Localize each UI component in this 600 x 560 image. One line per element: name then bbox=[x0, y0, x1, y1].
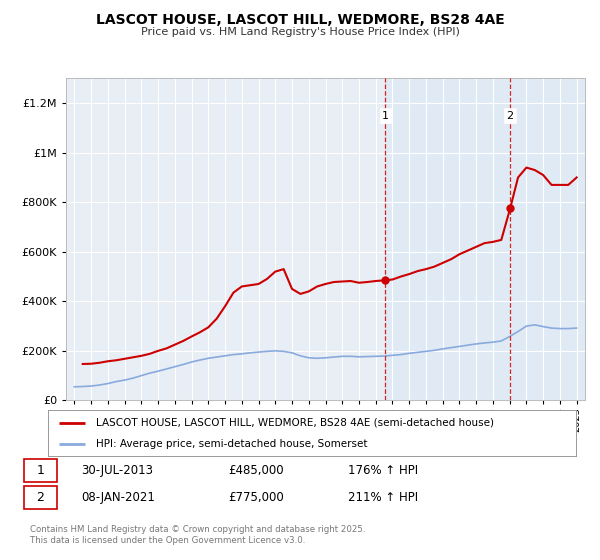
Text: 2: 2 bbox=[506, 110, 514, 120]
Text: 2: 2 bbox=[36, 491, 44, 504]
Text: 1: 1 bbox=[382, 110, 389, 120]
Text: 30-JUL-2013: 30-JUL-2013 bbox=[81, 464, 153, 477]
FancyBboxPatch shape bbox=[24, 459, 57, 482]
Bar bbox=[385, 78, 585, 400]
Text: LASCOT HOUSE, LASCOT HILL, WEDMORE, BS28 4AE (semi-detached house): LASCOT HOUSE, LASCOT HILL, WEDMORE, BS28… bbox=[95, 418, 494, 428]
Point bbox=[505, 204, 515, 213]
Text: 176% ↑ HPI: 176% ↑ HPI bbox=[348, 464, 418, 477]
Text: Price paid vs. HM Land Registry's House Price Index (HPI): Price paid vs. HM Land Registry's House … bbox=[140, 27, 460, 37]
Point bbox=[380, 276, 390, 284]
Text: HPI: Average price, semi-detached house, Somerset: HPI: Average price, semi-detached house,… bbox=[95, 439, 367, 449]
Text: £485,000: £485,000 bbox=[228, 464, 284, 477]
Text: Contains HM Land Registry data © Crown copyright and database right 2025.
This d: Contains HM Land Registry data © Crown c… bbox=[30, 525, 365, 545]
FancyBboxPatch shape bbox=[24, 486, 57, 509]
Text: £775,000: £775,000 bbox=[228, 491, 284, 504]
Text: 1: 1 bbox=[36, 464, 44, 477]
Text: 08-JAN-2021: 08-JAN-2021 bbox=[81, 491, 155, 504]
Text: LASCOT HOUSE, LASCOT HILL, WEDMORE, BS28 4AE: LASCOT HOUSE, LASCOT HILL, WEDMORE, BS28… bbox=[95, 13, 505, 27]
Text: 211% ↑ HPI: 211% ↑ HPI bbox=[348, 491, 418, 504]
